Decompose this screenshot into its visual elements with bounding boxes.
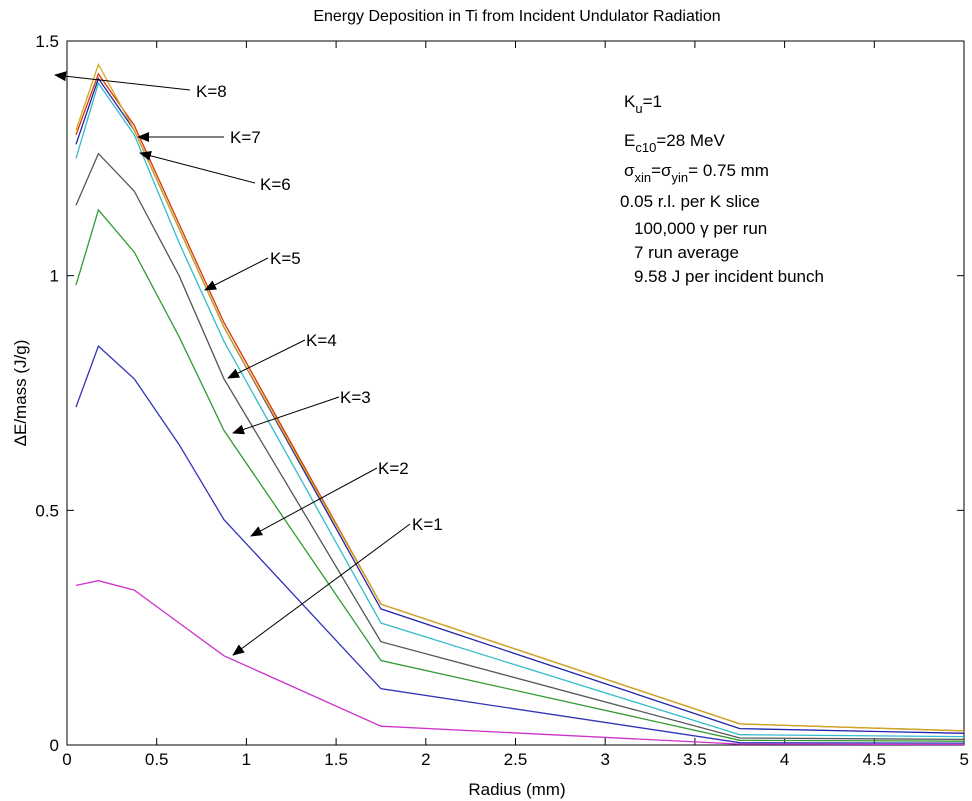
series-label: K=5 <box>270 249 301 268</box>
series-label: K=3 <box>340 388 371 407</box>
series-line-k1 <box>75 580 965 746</box>
x-tick-label: 0.5 <box>145 750 169 769</box>
series-line-k7 <box>75 72 965 732</box>
annotation-line-5: 100,000 γ per run <box>634 219 767 238</box>
x-tick-label: 2.5 <box>504 750 528 769</box>
annotation-line-7: 9.58 J per incident bunch <box>634 267 824 286</box>
y-axis-label: ΔE/mass (J/g) <box>11 340 30 447</box>
series-lines <box>75 62 965 746</box>
series-label-arrow <box>54 71 191 91</box>
y-tick-label: 0 <box>50 736 59 755</box>
series-line-k5 <box>75 81 965 738</box>
y-tick-label: 1.5 <box>35 32 59 51</box>
series-label: K=1 <box>412 515 443 534</box>
annotation-line-2: Ec10=28 MeV <box>624 131 725 155</box>
y-tick-label: 0.5 <box>35 501 59 520</box>
x-tick-label: 5 <box>960 750 969 769</box>
annotation-line-6: 7 run average <box>634 243 739 262</box>
series-label-arrows: K=1 K=2 K=3 K=4 K=5 K=6 K=7 K=8 <box>54 71 443 656</box>
x-tick-label: 4.5 <box>862 750 886 769</box>
y-axis-ticks: 0 0.5 1 1.5 <box>35 32 964 755</box>
series-line-k3 <box>75 208 965 742</box>
series-line-k8 <box>75 62 965 732</box>
y-tick-label: 1 <box>50 267 59 286</box>
series-line-k4 <box>75 152 965 741</box>
series-label: K=4 <box>306 331 337 350</box>
series-label-arrow <box>232 396 340 435</box>
x-axis-ticks: 0 0.5 1 1.5 2 2.5 3 3.5 4 4.5 5 <box>62 41 969 769</box>
series-label-arrow <box>232 523 411 656</box>
series-label: K=8 <box>196 82 227 101</box>
annotation-block: Ku=1 Ec10=28 MeV σxin=σyin= 0.75 mm 0.05… <box>620 92 824 286</box>
series-label: K=6 <box>260 175 291 194</box>
annotation-line-1: Ku=1 <box>624 92 662 116</box>
series-label: K=2 <box>378 459 409 478</box>
x-tick-label: 0 <box>62 750 71 769</box>
x-tick-label: 3 <box>600 750 609 769</box>
series-label-arrow <box>204 257 269 291</box>
x-axis-label: Radius (mm) <box>468 780 565 799</box>
x-tick-label: 4 <box>780 750 789 769</box>
annotation-line-3: σxin=σyin= 0.75 mm <box>624 161 769 185</box>
series-line-k6 <box>75 77 965 734</box>
x-tick-label: 1 <box>242 750 251 769</box>
series-label-arrow <box>139 150 256 184</box>
series-line-k2 <box>75 344 965 744</box>
x-tick-label: 3.5 <box>683 750 707 769</box>
x-tick-label: 1.5 <box>324 750 348 769</box>
series-label-arrow <box>227 339 306 379</box>
annotation-line-4: 0.05 r.l. per K slice <box>620 192 760 211</box>
series-label-arrow <box>250 467 378 537</box>
chart-title: Energy Deposition in Ti from Incident Un… <box>313 8 720 25</box>
x-tick-label: 2 <box>421 750 430 769</box>
series-label: K=7 <box>230 128 261 147</box>
